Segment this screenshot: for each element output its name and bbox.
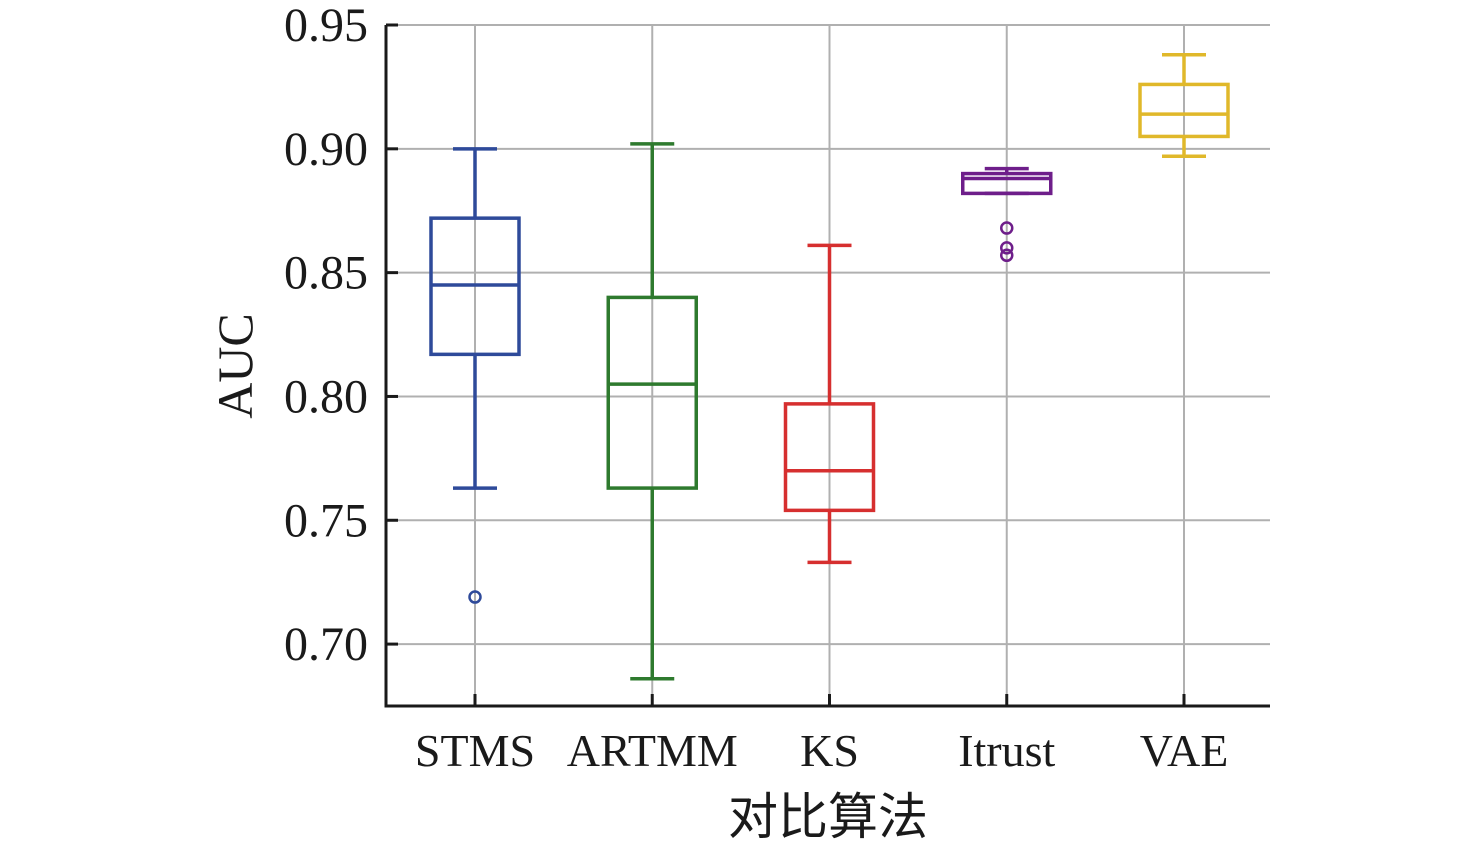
box-iqr — [783, 402, 876, 513]
outlier-point — [1000, 241, 1014, 255]
outlier-point — [1000, 221, 1014, 235]
y-tick-label: 0.95 — [284, 0, 368, 52]
box-group — [961, 166, 1053, 263]
axis-layer — [384, 23, 1270, 708]
box-group — [1138, 52, 1230, 158]
y-tick-label: 0.70 — [284, 618, 368, 671]
y-axis-title: AUC — [207, 313, 263, 419]
box-layer — [429, 52, 1230, 681]
x-tick-label: Itrust — [958, 725, 1055, 776]
x-tick-label: KS — [800, 725, 859, 776]
x-tick-label: STMS — [415, 725, 535, 776]
y-tick-label: 0.85 — [284, 247, 368, 300]
box-iqr — [606, 295, 698, 490]
x-tick-label: ARTMM — [567, 725, 738, 776]
box-group — [783, 243, 876, 565]
y-tick-label: 0.90 — [284, 123, 368, 176]
outlier-point — [468, 590, 482, 604]
axis-lines — [384, 25, 1270, 708]
y-tick-label: 0.80 — [284, 370, 368, 423]
y-tick-label: 0.75 — [284, 494, 368, 547]
x-tick-label: VAE — [1140, 725, 1229, 776]
box-iqr — [1138, 82, 1230, 139]
x-axis-title: 对比算法 — [728, 789, 928, 845]
outlier-point — [1000, 248, 1014, 263]
label-layer: 0.70 0.75 0.80 0.85 0.90 0.95 STMS ARTMM KS Itrus… — [284, 0, 1228, 776]
box-iqr — [961, 171, 1053, 196]
box-group — [606, 142, 698, 681]
box-group — [429, 147, 521, 604]
